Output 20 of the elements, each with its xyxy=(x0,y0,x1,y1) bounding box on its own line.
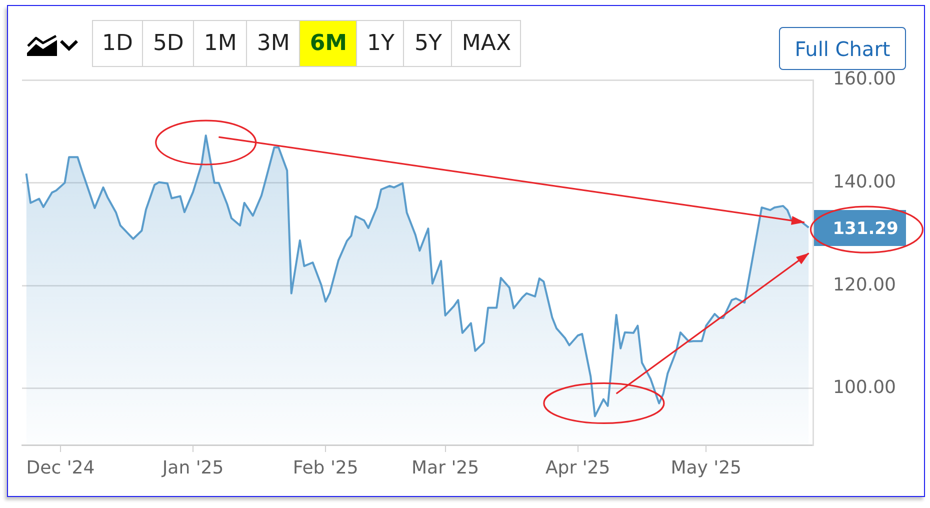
x-tick-label: Apr '25 xyxy=(545,457,610,478)
text: 1M xyxy=(204,31,237,56)
text: 1D xyxy=(102,31,133,56)
annotation: 131.29 xyxy=(832,218,898,239)
text: MAX xyxy=(462,31,512,56)
text: 5D xyxy=(152,31,184,56)
x-tick-label: Mar '25 xyxy=(412,457,480,478)
y-tick-label: 100.00 xyxy=(833,377,896,398)
y-tick-label: 140.00 xyxy=(833,171,896,192)
x-tick-label: Dec '24 xyxy=(26,457,95,478)
text: 1Y xyxy=(367,31,394,56)
text: Full Chart xyxy=(794,36,890,60)
text: 3M xyxy=(256,31,290,56)
text: 5Y xyxy=(414,31,442,56)
y-tick-label: 160.00 xyxy=(833,68,896,90)
text: 6M xyxy=(310,31,348,56)
x-tick-label: Feb '25 xyxy=(292,457,358,478)
x-tick-label: Jan '25 xyxy=(161,457,224,478)
y-tick-label: 120.00 xyxy=(833,274,896,296)
x-tick-label: May '25 xyxy=(670,457,742,478)
